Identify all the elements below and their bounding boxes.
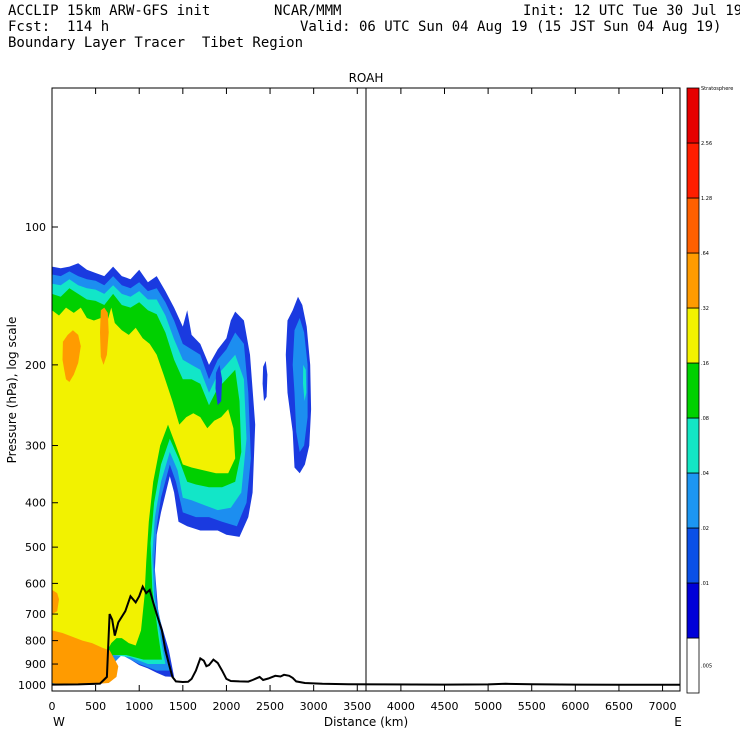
y-tick-label: 900 xyxy=(25,658,46,671)
colorbar-swatch xyxy=(686,142,700,199)
y-axis: 100 200 300 400 500 600 700 800 900 1000 xyxy=(18,221,58,692)
y-tick-label: 100 xyxy=(25,221,46,234)
colorbar-label: .04 xyxy=(701,471,709,477)
x-tick-label: 4500 xyxy=(431,700,459,713)
x-tick-label: 2500 xyxy=(256,700,284,713)
colorbar-label: .02 xyxy=(701,526,709,532)
y-tick-label: 700 xyxy=(25,608,46,621)
x-tick-label: 5500 xyxy=(518,700,546,713)
x-tick-label: 3000 xyxy=(300,700,328,713)
contour-main-plume-32-6 xyxy=(100,307,109,365)
colorbar-label: 2.56 xyxy=(701,141,712,147)
header-line2-right: Valid: 06 UTC Sun 04 Aug 19 (15 JST Sun … xyxy=(300,19,722,35)
x-axis-east-label: E xyxy=(674,715,682,729)
terrain-layer xyxy=(52,584,680,686)
x-tick-label: 4000 xyxy=(387,700,415,713)
contour-main-plume-32-5 xyxy=(62,330,81,382)
x-axis-west-label: W xyxy=(53,715,65,729)
y-tick-label: 500 xyxy=(25,541,46,554)
colorbar-label: .005 xyxy=(701,664,712,670)
contour-isolated-cell-01-12 xyxy=(215,364,223,406)
colorbar-label: .01 xyxy=(701,581,709,587)
x-tick-label: 7000 xyxy=(649,700,677,713)
colorbar-label: 1.28 xyxy=(701,196,712,202)
contour-main-plume-16-4 xyxy=(52,307,236,680)
plot-frame xyxy=(51,87,681,692)
colorbar-label: .32 xyxy=(701,306,709,312)
y-tick-label: 400 xyxy=(25,497,46,510)
x-tick-label: 1500 xyxy=(169,700,197,713)
x-tick-label: 3500 xyxy=(343,700,371,713)
header-line1-right: Init: 12 UTC Tue 30 Jul 19 xyxy=(523,3,740,19)
tracer-contour-fields xyxy=(52,263,312,685)
colorbar-swatch xyxy=(686,362,700,419)
x-tick-label: 500 xyxy=(85,700,106,713)
y-tick-label: 600 xyxy=(25,577,46,590)
colorbar-swatch xyxy=(686,87,700,144)
terrain-line xyxy=(52,584,680,686)
x-tick-label: 0 xyxy=(49,700,56,713)
colorbar-label: .64 xyxy=(701,251,709,257)
x-tick-label: 6500 xyxy=(605,700,633,713)
x-tick-label: 1000 xyxy=(125,700,153,713)
header-line1-center: NCAR/MMM xyxy=(274,3,342,19)
y-tick-label: 300 xyxy=(25,440,46,453)
contour-main-plume-32-7 xyxy=(52,589,119,685)
y-tick-label: 1000 xyxy=(18,679,46,692)
colorbar-label: Stratosphere xyxy=(701,86,733,92)
colorbar-swatch xyxy=(686,527,700,584)
contour-isolated-cell-01-11 xyxy=(262,360,268,402)
colorbar-swatch xyxy=(686,472,700,529)
colorbar-swatch xyxy=(686,417,700,474)
colorbar: .005 .01 .02 .04 .08 .16 .32 .64 1.28 2.56 Stratos… xyxy=(686,86,733,694)
x-axis-label: Distance (km) xyxy=(324,715,408,729)
colorbar-swatch xyxy=(686,307,700,364)
header-line3-left: Boundary Layer Tracer Tibet Region xyxy=(8,35,304,51)
x-tick-label: 5000 xyxy=(474,700,502,713)
y-axis-label: Pressure (hPa), log scale xyxy=(5,317,19,464)
colorbar-label: .08 xyxy=(701,416,709,422)
colorbar-label: .16 xyxy=(701,361,709,367)
colorbar-swatch xyxy=(686,252,700,309)
chart-title: ROAH xyxy=(349,71,384,85)
y-tick-label: 800 xyxy=(25,635,46,648)
colorbar-swatch xyxy=(686,197,700,254)
x-tick-label: 2000 xyxy=(212,700,240,713)
contour-isolated-cell-02-9 xyxy=(292,318,308,452)
y-tick-label: 200 xyxy=(25,359,46,372)
colorbar-swatch xyxy=(686,582,700,639)
x-axis: 0 500 1000 1500 2000 2500 3000 3500 4000 4500 5000… xyxy=(49,88,677,713)
colorbar-swatch xyxy=(686,637,700,694)
header-line2-left: Fcst: 114 h xyxy=(8,19,110,35)
header-line1-left: ACCLIP 15km ARW-GFS init xyxy=(8,3,211,19)
contour-isolated-cell-04-10 xyxy=(303,364,307,402)
x-tick-label: 6000 xyxy=(561,700,589,713)
